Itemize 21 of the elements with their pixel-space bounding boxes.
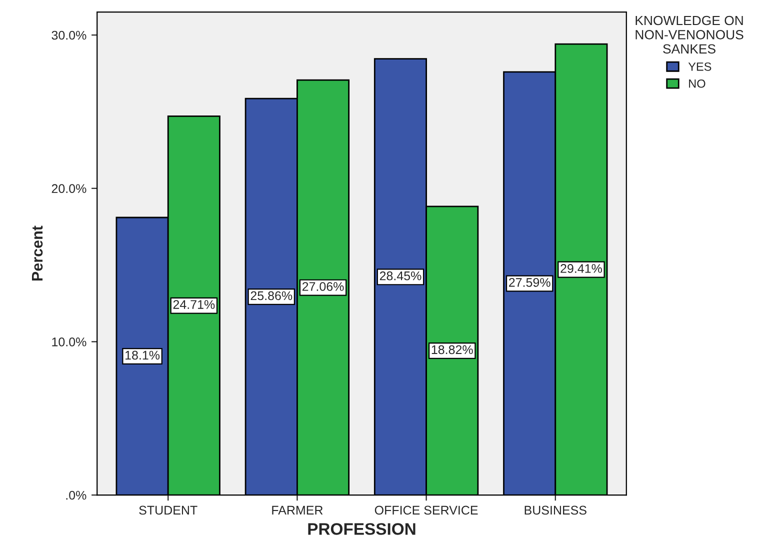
- legend-label: NO: [689, 79, 706, 88]
- y-tick-label: .0%: [66, 490, 86, 500]
- y-axis-title: Percent: [32, 226, 43, 281]
- data-label: 29.41%: [560, 264, 602, 273]
- legend-label: YES: [688, 62, 712, 71]
- x-tick-label: FARMER: [272, 506, 323, 515]
- data-label: 25.86%: [250, 291, 292, 300]
- legend-title: KNOWLEDGE ON NON-VENONOUS SANKES: [636, 16, 744, 54]
- data-label: 18.1%: [126, 350, 160, 360]
- x-tick-label: STUDENT: [139, 506, 198, 515]
- y-tick-label: 30.0%: [52, 30, 86, 40]
- data-label: 18.82%: [432, 345, 473, 354]
- data-label: 27.59%: [509, 278, 550, 287]
- x-axis-title: PROFESSION: [308, 523, 416, 535]
- x-tick-label: OFFICE SERVICE: [374, 506, 478, 515]
- data-label: 27.06%: [302, 282, 344, 291]
- data-label: 28.45%: [380, 271, 422, 280]
- y-tick-label: 20.0%: [52, 184, 86, 194]
- data-label: 24.71%: [173, 300, 215, 309]
- y-tick-label: 10.0%: [52, 338, 86, 346]
- x-tick-label: BUSINESS: [524, 506, 586, 515]
